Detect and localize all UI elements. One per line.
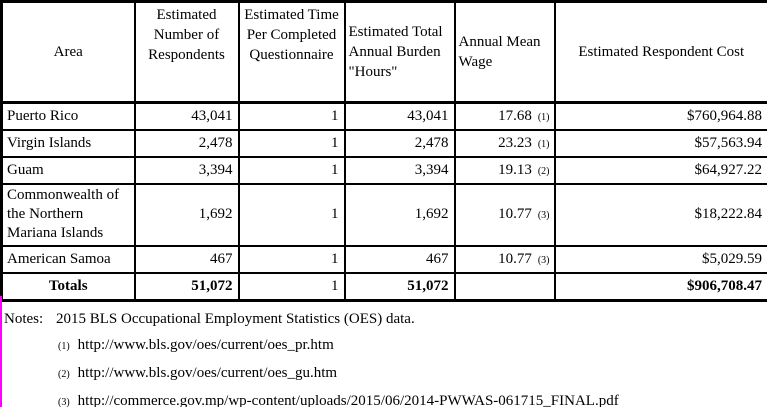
cell-time: 1: [237, 271, 346, 302]
wage-value: 19.13: [498, 161, 532, 178]
notes-source-line: Notes: 2015 BLS Occupational Employment S…: [4, 311, 767, 327]
cell-cost: $18,222.84: [553, 182, 767, 247]
cell-cost: $57,563.94: [553, 128, 767, 158]
cell-cost: $906,708.47: [553, 271, 767, 302]
cell-wage: 10.77 (3): [453, 182, 556, 247]
cell-cost: $5,029.59: [553, 244, 767, 274]
cell-time: 1: [237, 244, 346, 274]
cell-burden: 2,478: [343, 128, 456, 158]
totals-label: Totals: [0, 271, 136, 302]
header-cost: Estimated Respondent Cost: [553, 0, 767, 104]
table-row-virgin-islands: Virgin Islands 2,478 1 2,478 23.23 (1) $5…: [0, 128, 767, 158]
footnote-url: http://commerce.gov.mp/wp-content/upload…: [77, 393, 619, 407]
cell-area: Puerto Rico: [0, 101, 136, 131]
table-row-totals: Totals 51,072 1 51,072 $906,708.47: [0, 271, 767, 302]
footnote-2: (2) http://www.bls.gov/oes/current/oes_gu…: [4, 365, 767, 383]
cell-burden: 51,072: [343, 271, 456, 302]
cell-wage: [453, 271, 556, 302]
header-time: Estimated Time Per Completed Questionnai…: [237, 0, 346, 104]
cell-area: American Samoa: [0, 244, 136, 274]
wage-value: 23.23: [498, 134, 532, 151]
cell-wage: 23.23 (1): [453, 128, 556, 158]
footnote-marker: (3): [58, 397, 70, 407]
header-wage: Annual Mean Wage: [453, 0, 556, 104]
table-header-row: Area Estimated Number of Respondents Est…: [0, 0, 767, 104]
cell-wage: 19.13 (2): [453, 155, 556, 185]
footnote-url: http://www.bls.gov/oes/current/oes_gu.ht…: [77, 365, 338, 381]
respondent-burden-table: Area Estimated Number of Respondents Est…: [0, 0, 767, 302]
wage-footnote-marker: (3): [537, 210, 550, 221]
cell-burden: 467: [343, 244, 456, 274]
cell-time: 1: [237, 182, 346, 247]
notes-source-text: 2015 BLS Occupational Employment Statist…: [56, 311, 415, 327]
cell-respondents: 1,692: [133, 182, 240, 247]
footnote-marker: (2): [58, 369, 70, 380]
footnote-3: (3) http://commerce.gov.mp/wp-content/upl…: [4, 393, 767, 407]
header-area: Area: [0, 0, 136, 104]
page-break-marker: [0, 296, 2, 407]
table-row-american-samoa: American Samoa 467 1 467 10.77 (3) $5,029…: [0, 244, 767, 274]
wage-footnote-marker: (1): [537, 138, 550, 150]
cell-time: 1: [237, 155, 346, 185]
cell-area: Virgin Islands: [0, 128, 136, 158]
footnote-1: (1) http://www.bls.gov/oes/current/oes_pr…: [4, 337, 767, 355]
table-row-cnmi: Commonwealth of the Northern Mariana Isl…: [0, 182, 767, 247]
header-burden: Estimated Total Annual Burden "Hours": [343, 0, 456, 104]
cell-burden: 1,692: [343, 182, 456, 247]
cell-wage: 10.77 (3): [453, 244, 556, 274]
notes-label: Notes:: [4, 311, 44, 327]
notes-section: Notes: 2015 BLS Occupational Employment S…: [0, 302, 767, 407]
footnote-url: http://www.bls.gov/oes/current/oes_pr.ht…: [77, 337, 334, 353]
cell-respondents: 43,041: [133, 101, 240, 131]
cell-area: Guam: [0, 155, 136, 185]
cell-respondents: 467: [133, 244, 240, 274]
wage-value: 10.77: [498, 206, 532, 222]
cell-time: 1: [237, 128, 346, 158]
wage-value: 17.68: [498, 107, 532, 124]
footnote-marker: (1): [58, 341, 70, 352]
wage-footnote-marker: (2): [537, 165, 550, 177]
cell-cost: $760,964.88: [553, 101, 767, 131]
cell-respondents: 3,394: [133, 155, 240, 185]
cell-area: Commonwealth of the Northern Mariana Isl…: [0, 182, 136, 247]
wage-value: 10.77: [498, 250, 532, 267]
wage-footnote-marker: (3): [537, 254, 550, 266]
cell-cost: $64,927.22: [553, 155, 767, 185]
cell-burden: 43,041: [343, 101, 456, 131]
cell-time: 1: [237, 101, 346, 131]
table-row-puerto-rico: Puerto Rico 43,041 1 43,041 17.68 (1) $76…: [0, 101, 767, 131]
table-row-guam: Guam 3,394 1 3,394 19.13 (2) $64,927.22: [0, 155, 767, 185]
cell-respondents: 51,072: [133, 271, 240, 302]
header-respondents: Estimated Number of Respondents: [133, 0, 240, 104]
cell-wage: 17.68 (1): [453, 101, 556, 131]
cell-respondents: 2,478: [133, 128, 240, 158]
cell-burden: 3,394: [343, 155, 456, 185]
wage-footnote-marker: (1): [537, 111, 550, 123]
